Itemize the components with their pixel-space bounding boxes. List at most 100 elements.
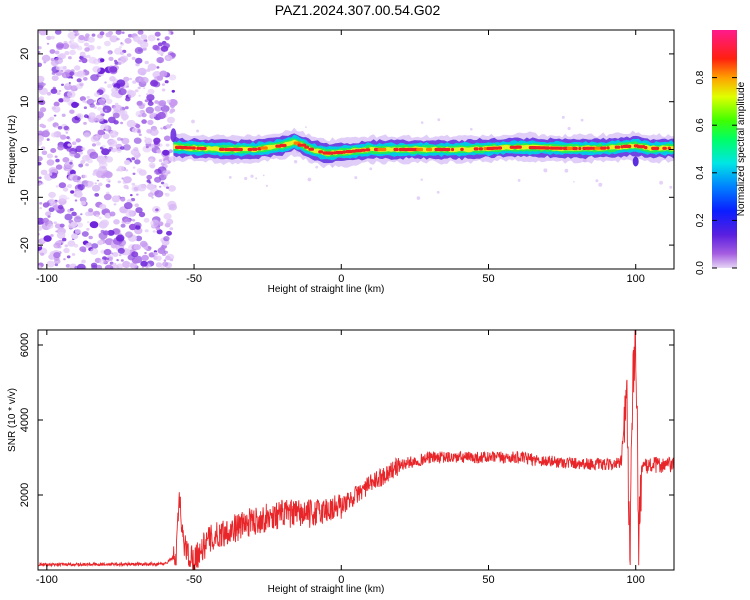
noise-dot: [669, 185, 673, 189]
noise-blob: [96, 141, 101, 146]
noise-blob: [112, 112, 120, 119]
noise-blob: [73, 216, 82, 223]
noise-blob: [58, 89, 62, 93]
noise-blob: [91, 243, 99, 249]
noise-blob: [146, 174, 153, 180]
signal-core: [304, 145, 309, 149]
noise-blob: [63, 258, 66, 261]
snr-series-line: [38, 330, 674, 570]
noise-blob: [38, 176, 42, 180]
noise-blob: [159, 185, 162, 188]
noise-blob: [106, 257, 110, 260]
noise-blob: [53, 114, 57, 117]
noise-blob: [140, 76, 149, 84]
noise-blob: [67, 143, 72, 147]
noise-dot: [191, 119, 195, 124]
noise-blob: [116, 148, 122, 153]
noise-blob: [141, 119, 147, 124]
colorbar-gradient: [712, 30, 737, 268]
noise-blob: [68, 41, 72, 44]
noise-blob: [161, 88, 166, 92]
x-tick-label: -50: [186, 273, 202, 285]
noise-blob: [166, 186, 169, 189]
colorbar-tick-label: 0.0: [695, 261, 706, 275]
signal-core: [585, 146, 594, 150]
noise-blob: [157, 42, 163, 47]
noise-blob: [41, 130, 50, 138]
signal-core: [279, 143, 287, 148]
noise-blob: [144, 60, 149, 65]
signal-core: [614, 145, 621, 149]
noise-blob: [72, 175, 81, 183]
figure-title: PAZ1.2024.307.00.54.G02: [274, 2, 441, 18]
noise-blob: [74, 229, 81, 234]
x-axis-label: Height of straight line (km): [268, 584, 385, 595]
noise-blob: [162, 261, 169, 267]
noise-blob: [164, 36, 170, 41]
signal-core: [345, 150, 353, 154]
noise-blob: [116, 79, 126, 87]
noise-blob: [76, 222, 84, 228]
noise-blob: [78, 163, 84, 168]
noise-blob: [162, 183, 169, 188]
noise-blob: [69, 169, 76, 175]
spectrogram-plot-area: [38, 30, 674, 269]
noise-blob: [67, 197, 70, 200]
noise-blob: [86, 96, 90, 99]
noise-blob: [155, 208, 159, 212]
noise-blob: [154, 176, 162, 183]
noise-blob: [137, 184, 147, 192]
noise-blob: [101, 148, 110, 156]
noise-blob: [113, 219, 120, 225]
noise-dot: [315, 165, 319, 169]
noise-blob: [137, 86, 141, 90]
noise-blob: [128, 223, 137, 231]
noise-blob: [105, 183, 111, 188]
signal-core: [393, 147, 399, 152]
noise-blob: [163, 213, 172, 220]
noise-blob: [64, 213, 73, 221]
y-tick-label: -10: [19, 189, 31, 205]
noise-blob: [155, 255, 162, 261]
noise-blob: [137, 39, 144, 45]
noise-blob: [117, 165, 125, 172]
noise-blob: [56, 42, 64, 49]
signal-core: [636, 145, 646, 149]
noise-blob: [157, 247, 166, 254]
noise-blob: [144, 137, 153, 145]
noise-blob: [64, 51, 70, 56]
noise-blob: [52, 200, 58, 205]
noise-blob: [85, 163, 89, 167]
signal-core: [460, 147, 464, 151]
noise-blob: [161, 83, 165, 86]
noise-blob: [58, 98, 64, 103]
signal-core: [360, 148, 366, 152]
noise-blob: [91, 184, 101, 192]
noise-blob: [83, 77, 88, 81]
noise-blob: [69, 42, 79, 50]
noise-blob: [38, 75, 45, 83]
noise-blob: [40, 252, 45, 256]
noise-blob: [82, 174, 87, 178]
noise-blob: [71, 211, 78, 217]
noise-blob: [118, 254, 122, 257]
noise-dot: [437, 118, 441, 122]
noise-blob: [154, 45, 161, 51]
noise-blob: [154, 31, 161, 37]
noise-blob: [98, 166, 108, 174]
noise-blob: [123, 218, 131, 225]
noise-blob: [61, 113, 66, 118]
noise-blob: [88, 235, 93, 240]
noise-blob: [55, 158, 60, 163]
noise-blob: [64, 244, 69, 248]
noise-blob: [102, 105, 112, 113]
noise-blob: [50, 35, 55, 40]
noise-blob: [109, 211, 116, 217]
noise-blob: [104, 109, 108, 112]
noise-blob: [116, 37, 120, 41]
noise-dot: [228, 176, 232, 179]
signal-core: [416, 147, 424, 152]
noise-blob: [105, 156, 114, 163]
noise-blob: [96, 155, 106, 163]
